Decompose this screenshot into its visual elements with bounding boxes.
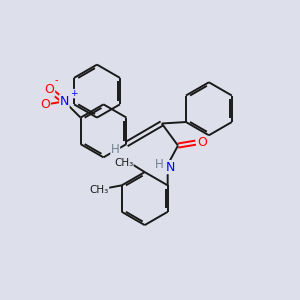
Text: O: O bbox=[40, 98, 50, 111]
Text: CH₃: CH₃ bbox=[89, 185, 109, 195]
Text: O: O bbox=[45, 83, 55, 96]
Text: N: N bbox=[60, 95, 69, 108]
Text: H: H bbox=[155, 158, 164, 171]
Text: N: N bbox=[166, 160, 175, 174]
Text: CH₃: CH₃ bbox=[114, 158, 133, 168]
Text: O: O bbox=[197, 136, 207, 149]
Text: +: + bbox=[70, 89, 77, 98]
Text: H: H bbox=[111, 143, 120, 156]
Text: -: - bbox=[55, 75, 58, 85]
